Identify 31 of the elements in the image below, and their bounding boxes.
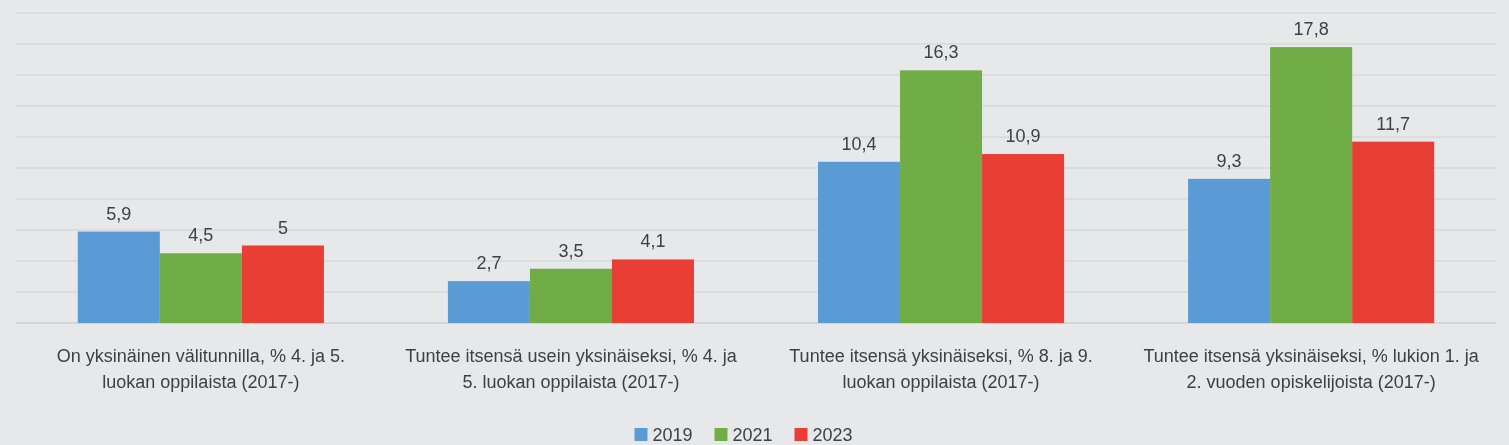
bar [982,154,1065,323]
data-label: 5,9 [106,203,132,224]
data-label: 10,4 [841,133,877,154]
data-label: 10,9 [1005,126,1041,147]
data-label: 11,7 [1376,113,1411,134]
bar [241,245,324,323]
bar [900,70,983,323]
data-label: 2,7 [476,253,502,274]
bar [1270,47,1353,323]
x-tick-label: On yksinäinen välitunnilla, % 4. ja 5. luokan oppilaista (2017-) [56,346,345,392]
data-label: 9,3 [1216,150,1242,171]
legend-label: 2021 [732,425,773,445]
data-label: 4,1 [640,231,666,252]
x-tick-label: Tuntee itsensä yksinäiseksi, % 8. ja 9. luokan oppilaista (2017-) [789,346,1093,392]
bar [77,231,160,323]
data-label: 3,5 [558,240,584,261]
bar [1188,178,1271,323]
x-tick-label: Tuntee itsensä usein yksinäiseksi, % 4. ja 5. luokan oppilaista (2017-) [405,346,738,392]
bar [611,259,695,323]
bar [159,253,242,323]
data-label: 16,3 [923,42,959,63]
bar [817,161,901,323]
bar [447,281,530,323]
bar [1352,141,1435,323]
legend-label: 2023 [812,425,853,445]
x-tick-label: Tuntee itsensä yksinäiseksi, % lukion 1. ja 2. vuoden opiskelijoista (2017-) [1143,346,1480,392]
data-label: 5 [277,217,288,238]
legend-label: 2019 [652,425,693,445]
bar [529,268,612,323]
data-label: 17,8 [1293,19,1329,40]
data-label: 4,5 [188,225,214,246]
